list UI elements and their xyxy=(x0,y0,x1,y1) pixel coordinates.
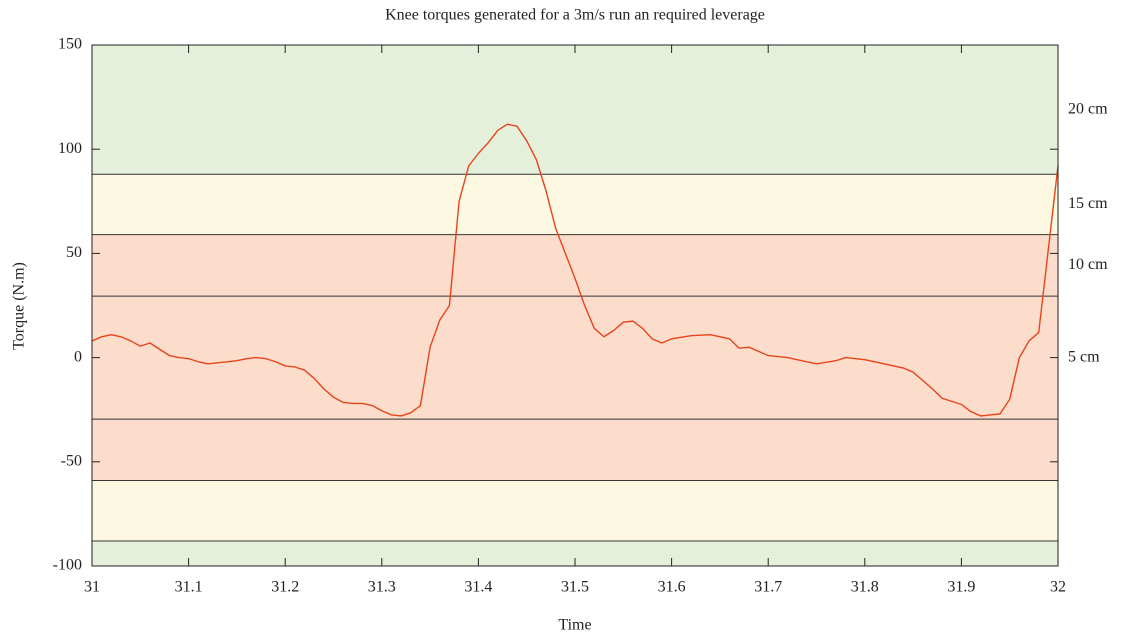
y-tick-label: 0 xyxy=(74,348,82,365)
leverage-band xyxy=(92,234,1058,297)
data-line xyxy=(91,123,1059,417)
x-tick-label: 31.7 xyxy=(754,579,782,596)
y-axis-label: Torque (N.m) xyxy=(11,262,28,350)
y-tick-label: 150 xyxy=(58,36,82,53)
leverage-label: 15 cm xyxy=(1068,195,1108,212)
x-tick-label: 31.4 xyxy=(464,579,492,596)
x-tick-label: 31.2 xyxy=(271,579,299,596)
leverage-band xyxy=(92,45,1058,175)
chart-title: Knee torques generated for a 3m/s run an… xyxy=(385,7,765,24)
leverage-label: 10 cm xyxy=(1068,256,1108,273)
x-tick-label: 31.8 xyxy=(851,579,879,596)
leverage-band xyxy=(92,419,1058,481)
x-tick-label: 31.9 xyxy=(947,579,975,596)
y-tick-label: 50 xyxy=(66,244,82,261)
x-axis-label: Time xyxy=(558,617,591,634)
leverage-band xyxy=(92,480,1058,541)
x-tick-label: 31.1 xyxy=(175,579,203,596)
leverage-label: 5 cm xyxy=(1068,348,1100,365)
x-tick-label: 31.5 xyxy=(561,579,589,596)
x-tick-label: 31.6 xyxy=(658,579,686,596)
y-tick-label: -50 xyxy=(61,452,82,469)
leverage-band xyxy=(92,174,1058,235)
x-tick-label: 32 xyxy=(1050,579,1066,596)
y-tick-label: 100 xyxy=(58,140,82,157)
bands xyxy=(92,45,1058,566)
leverage-label: 20 cm xyxy=(1068,100,1108,117)
plot xyxy=(91,123,1059,542)
leverage-band xyxy=(92,296,1058,358)
y-tick-label: -100 xyxy=(53,557,82,574)
x-tick-label: 31.3 xyxy=(368,579,396,596)
leverage-band xyxy=(92,357,1058,420)
x-tick-label: 31 xyxy=(84,579,100,596)
